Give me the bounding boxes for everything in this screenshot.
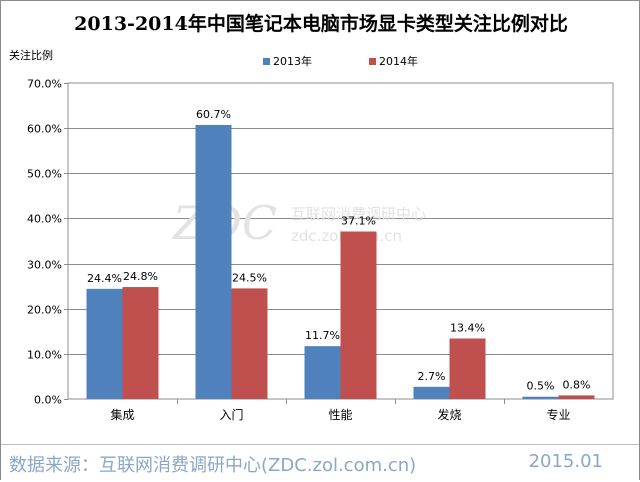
bar-2013-4	[522, 396, 559, 399]
publish-date: 2015.01	[528, 451, 603, 472]
bar-2014-3	[449, 338, 486, 399]
bar-chart: ZDC互联网消费调研中心zdc.zol.com.cn 0.0%10.0%20.0…	[9, 48, 614, 422]
legend-swatch	[263, 58, 270, 65]
y-axis-title: 关注比例	[9, 48, 53, 62]
bar-2014-0	[122, 287, 159, 399]
bar-2013-3	[413, 386, 450, 399]
x-category-label: 专业	[546, 407, 570, 422]
bar-2013-1	[195, 124, 232, 400]
legend-swatch	[369, 58, 376, 65]
data-label: 11.7%	[305, 329, 340, 342]
footer-bar: 数据来源：互联网消费调研中心(ZDC.zol.com.cn) 2015.01	[1, 444, 639, 482]
bar-2013-2	[304, 346, 341, 399]
x-category-label: 入门	[219, 407, 243, 422]
data-label: 60.7%	[196, 108, 231, 121]
chart-title: 2013-2014年中国笔记本电脑市场显卡类型关注比例对比	[74, 13, 568, 35]
y-tick-label: 60.0%	[27, 123, 62, 136]
y-tick-label: 40.0%	[27, 213, 62, 226]
x-category-label: 集成	[110, 407, 134, 422]
x-category-label: 发烧	[437, 407, 461, 422]
legend-label: 2013年	[273, 54, 312, 68]
data-label: 24.8%	[123, 270, 158, 283]
y-tick-label: 20.0%	[27, 304, 62, 317]
data-label: 24.4%	[87, 272, 122, 285]
data-label: 2.7%	[418, 370, 446, 383]
y-tick-label: 50.0%	[27, 168, 62, 181]
bar-2014-4	[558, 395, 595, 399]
data-label: 0.8%	[563, 378, 591, 391]
data-label: 24.5%	[232, 271, 267, 284]
data-source-note: 数据来源：互联网消费调研中心(ZDC.zol.com.cn)	[9, 455, 417, 476]
legend-label: 2014年	[379, 54, 418, 68]
watermark-text-cn: 互联网消费调研中心	[291, 205, 426, 223]
bar-2013-0	[86, 288, 123, 399]
y-tick-label: 30.0%	[27, 259, 62, 272]
y-tick-label: 70.0%	[27, 78, 62, 91]
data-label: 13.4%	[450, 322, 485, 335]
x-category-label: 性能	[328, 408, 352, 422]
data-label: 0.5%	[527, 380, 555, 393]
data-label: 37.1%	[341, 215, 376, 228]
bar-2014-2	[340, 231, 377, 399]
y-tick-label: 10.0%	[27, 349, 62, 362]
y-tick-label: 0.0%	[34, 394, 62, 407]
bar-2014-1	[231, 288, 268, 399]
